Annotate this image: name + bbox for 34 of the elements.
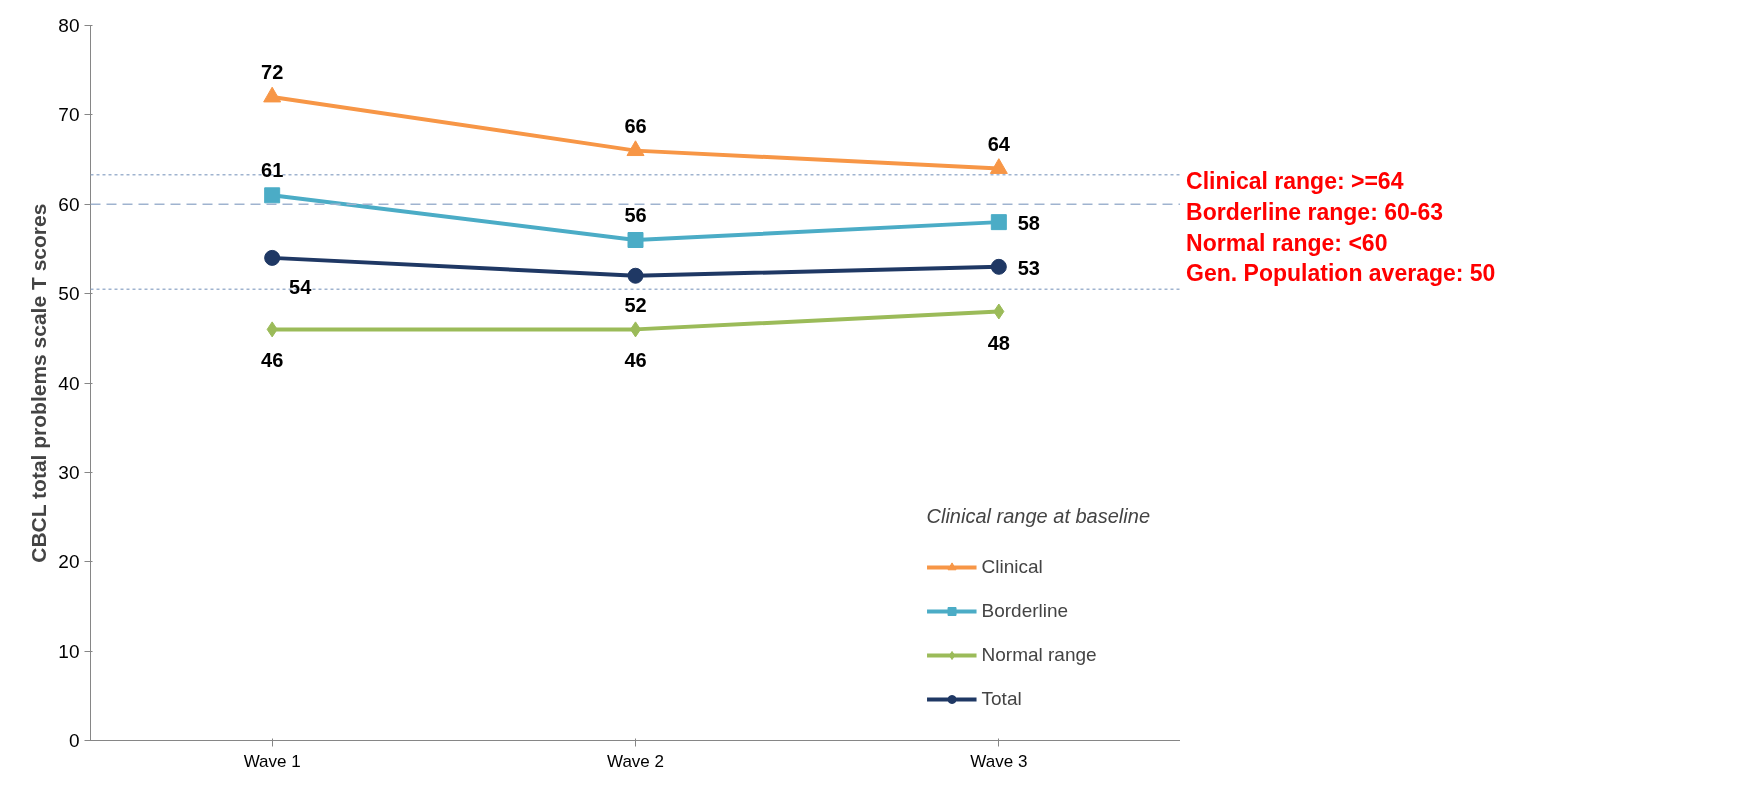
y-tick-label: 30	[58, 461, 80, 483]
y-tick-label: 60	[58, 193, 80, 215]
y-tick-label: 70	[58, 104, 80, 126]
legend-label: Total	[981, 688, 1022, 710]
data-label: 46	[261, 349, 284, 372]
legend-title: Clinical range at baseline	[926, 505, 1150, 528]
y-tick-label: 80	[58, 15, 80, 36]
text: Gen. Population average: 50	[1186, 260, 1496, 287]
y-axis-title: CBCL total problems scale T scores	[27, 203, 51, 563]
data-label: 48	[987, 331, 1010, 354]
data-label: 58	[1017, 212, 1040, 235]
data-label: 46	[624, 349, 647, 372]
data-label: 52	[624, 293, 647, 316]
text: Clinical range: >=64	[1186, 168, 1404, 195]
y-tick-label: 40	[58, 372, 80, 394]
x-tick-label: Wave 1	[243, 751, 301, 771]
data-label: 56	[624, 204, 647, 226]
legend-label: Normal range	[981, 644, 1097, 666]
data-label: 66	[624, 114, 647, 137]
y-tick-label: 10	[58, 640, 80, 662]
text: Borderline range: 60-63	[1186, 198, 1444, 225]
data-label: 64	[987, 132, 1011, 155]
data-label: 53	[1017, 256, 1040, 279]
data-label: 54	[289, 275, 313, 298]
y-tick-label: 0	[68, 730, 80, 751]
y-tick-label: 50	[58, 283, 80, 305]
legend-label: Clinical	[981, 556, 1043, 578]
x-tick-label: Wave 2	[607, 751, 665, 771]
x-tick-label: Wave 3	[970, 751, 1028, 771]
data-label: 61	[261, 159, 284, 182]
text: Normal range: <60	[1186, 229, 1388, 256]
legend-label: Borderline	[981, 600, 1069, 622]
y-tick-label: 20	[58, 551, 80, 573]
data-label: 72	[261, 61, 284, 83]
